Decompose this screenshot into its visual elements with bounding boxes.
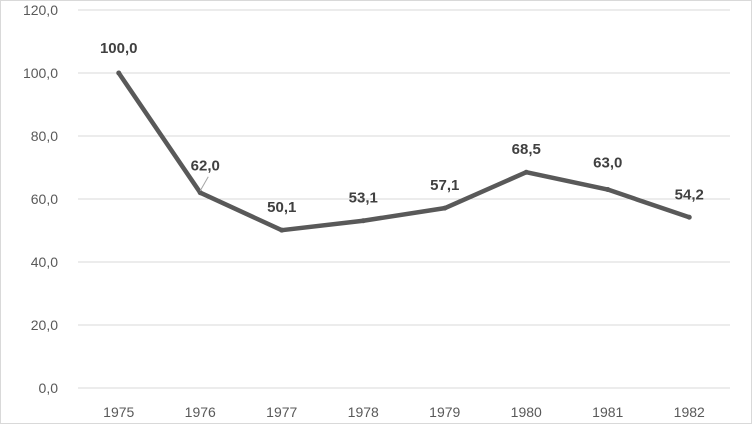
x-axis-tick-labels: 1975 1976 1977 1978 1979 1980 1981 1982 [103,404,705,420]
x-tick-label: 1982 [674,404,705,420]
data-label: 100,0 [100,40,138,57]
data-label: 62,0 [191,158,220,175]
x-tick-label: 1980 [511,404,542,420]
series-line-group [116,70,692,233]
data-point [442,205,448,211]
data-point [197,190,203,196]
data-point [686,214,692,220]
data-point [605,187,611,193]
data-points [116,70,692,233]
data-labels: 100,0 62,0 50,1 53,1 57,1 68,5 63,0 54,2 [100,40,704,216]
x-tick-label: 1975 [103,404,134,420]
data-label: 68,5 [512,141,541,158]
x-tick-label: 1979 [429,404,460,420]
x-tick-label: 1981 [592,404,623,420]
y-axis-tick-labels: 0,0 20,0 40,0 60,0 80,0 100,0 120,0 [23,2,58,396]
x-tick-label: 1977 [266,404,297,420]
gridlines [78,9,730,389]
data-label: 50,1 [267,199,296,216]
data-point [116,70,122,76]
series-line [116,70,692,233]
x-tick-label: 1978 [348,404,379,420]
data-label: 53,1 [349,190,378,207]
x-tick-label: 1976 [185,404,216,420]
y-tick-label: 40,0 [31,254,58,270]
y-tick-label: 80,0 [31,128,58,144]
data-label-leader-line [199,176,209,191]
data-label: 54,2 [675,186,704,203]
y-tick-label: 100,0 [23,65,58,81]
data-label: 57,1 [430,177,459,194]
y-tick-label: 60,0 [31,191,58,207]
y-tick-label: 20,0 [31,317,58,333]
y-tick-label: 120,0 [23,2,58,18]
data-point [523,169,529,175]
data-point [279,227,285,233]
data-label: 63,0 [593,155,622,172]
y-tick-label: 0,0 [39,380,59,396]
data-point [360,218,366,224]
